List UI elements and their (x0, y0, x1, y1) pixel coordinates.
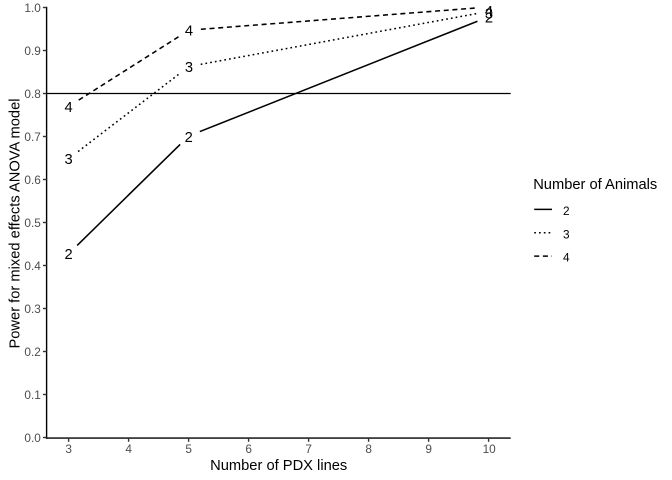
svg-text:0.7: 0.7 (24, 130, 40, 144)
svg-text:4: 4 (65, 100, 73, 116)
svg-text:8: 8 (365, 442, 372, 456)
svg-text:0.6: 0.6 (24, 173, 41, 187)
svg-text:0.3: 0.3 (24, 302, 41, 316)
svg-text:0.0: 0.0 (24, 431, 41, 445)
svg-text:1.0: 1.0 (24, 1, 41, 15)
svg-text:3: 3 (563, 227, 570, 241)
svg-text:0.5: 0.5 (24, 216, 41, 230)
svg-text:2: 2 (65, 247, 73, 263)
svg-text:3: 3 (65, 442, 72, 456)
svg-text:7: 7 (305, 442, 312, 456)
svg-text:4: 4 (125, 442, 132, 456)
svg-text:3: 3 (185, 60, 193, 76)
svg-text:2: 2 (563, 204, 570, 218)
svg-text:Power for mixed effects ANOVA: Power for mixed effects ANOVA model (8, 98, 24, 348)
svg-text:3: 3 (485, 7, 493, 23)
svg-text:0.4: 0.4 (24, 259, 41, 273)
svg-text:4: 4 (185, 24, 193, 40)
svg-text:2: 2 (485, 11, 493, 27)
svg-text:2: 2 (185, 130, 193, 146)
svg-text:Number of Animals: Number of Animals (533, 177, 657, 193)
svg-text:5: 5 (185, 442, 192, 456)
svg-text:9: 9 (425, 442, 432, 456)
svg-text:0.2: 0.2 (24, 345, 40, 359)
svg-text:Number of PDX lines: Number of PDX lines (210, 458, 347, 474)
svg-text:6: 6 (245, 442, 252, 456)
svg-text:10: 10 (483, 442, 497, 456)
svg-text:0.1: 0.1 (24, 388, 40, 402)
svg-text:0.9: 0.9 (24, 44, 40, 58)
svg-text:4: 4 (485, 4, 493, 20)
svg-text:0.8: 0.8 (24, 87, 41, 101)
svg-text:4: 4 (563, 251, 570, 265)
svg-text:3: 3 (65, 152, 73, 168)
